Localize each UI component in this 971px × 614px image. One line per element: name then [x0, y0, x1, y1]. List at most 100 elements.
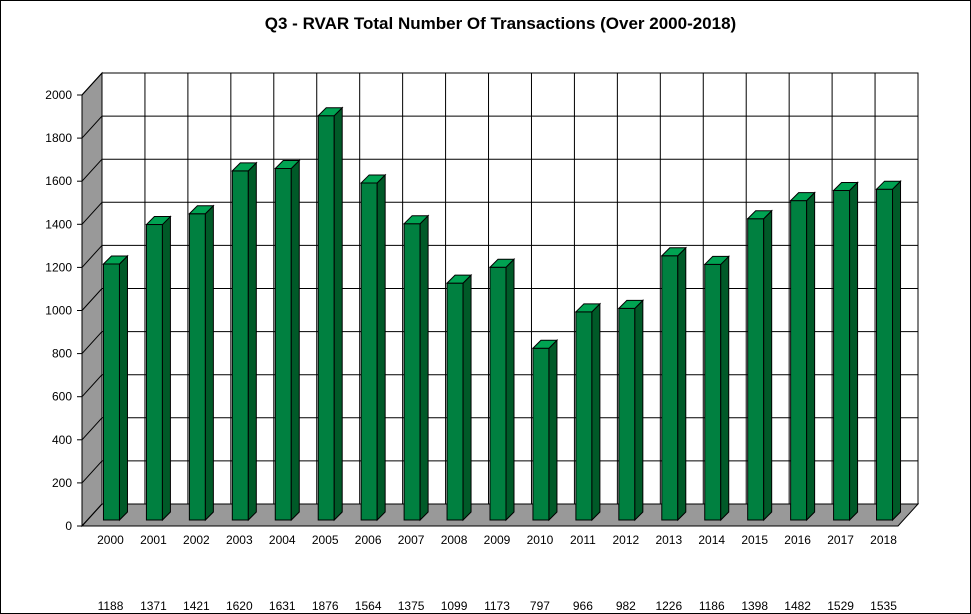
gridline-side	[81, 503, 103, 527]
bar-side	[763, 209, 773, 522]
y-tick-label: 1000	[45, 304, 72, 318]
bar-top	[832, 182, 859, 192]
gridline-side	[81, 158, 103, 182]
gridline-side	[81, 72, 103, 96]
x-tick-label: 2015	[741, 533, 768, 547]
bar-top	[102, 255, 129, 265]
value-label: 982	[616, 599, 636, 613]
bar-top	[789, 192, 816, 202]
bar-front	[790, 200, 808, 521]
bar-side	[462, 273, 472, 522]
bar-top	[231, 162, 258, 172]
x-tick-label: 2009	[484, 533, 511, 547]
x-tick-label: 2004	[269, 533, 296, 547]
bar-front	[145, 224, 163, 521]
bar-side	[247, 161, 257, 522]
bar-front	[704, 263, 722, 521]
value-label: 1371	[140, 599, 167, 613]
bar-side	[505, 258, 515, 522]
value-label: 1186	[699, 599, 725, 613]
bar-front	[876, 188, 894, 521]
bar-side	[419, 214, 429, 522]
y-tick-label: 1600	[45, 174, 72, 188]
value-label: 1188	[98, 599, 124, 613]
bar-top	[875, 180, 902, 190]
bar-top	[746, 210, 773, 220]
x-tick-label: 2001	[140, 533, 167, 547]
x-tick-label: 2018	[870, 533, 897, 547]
bar-side	[634, 299, 644, 522]
bar-front	[661, 255, 679, 521]
y-tick-label: 800	[52, 347, 72, 361]
bar-top	[402, 215, 430, 225]
bar-front	[102, 263, 120, 521]
value-label: 1398	[741, 599, 768, 613]
bar-top	[531, 339, 559, 349]
bar-side	[204, 204, 214, 522]
y-tick-label: 1200	[45, 260, 72, 274]
x-tick-label: 2012	[612, 533, 639, 547]
gridline-side	[81, 245, 103, 268]
bar-side	[548, 339, 558, 522]
bar-side	[376, 173, 386, 522]
value-label: 1482	[784, 599, 811, 613]
bar-side	[849, 181, 859, 522]
bar-front	[360, 182, 378, 521]
value-label: 1631	[269, 599, 296, 613]
bar-front	[446, 282, 464, 521]
y-tick-label: 1800	[45, 131, 72, 145]
bar-side	[161, 215, 171, 522]
bar-top	[703, 255, 730, 265]
gridline-side	[81, 417, 103, 441]
x-tick-label: 2010	[527, 533, 554, 547]
bar-front	[403, 223, 421, 521]
chart-title: Q3 - RVAR Total Number Of Transactions (…	[264, 14, 737, 33]
bar-front	[231, 170, 249, 521]
x-tick-label: 2002	[183, 533, 210, 547]
bar-front	[833, 190, 851, 521]
bar-top	[617, 299, 645, 309]
gridline-side	[81, 288, 103, 311]
bar-side	[333, 106, 343, 522]
x-tick-label: 2011	[570, 533, 596, 547]
x-tick-label: 2017	[827, 533, 854, 547]
x-tick-label: 2016	[784, 533, 811, 547]
x-tick-label: 2014	[698, 533, 725, 547]
bar-front	[575, 311, 593, 521]
x-tick-label: 2008	[441, 533, 468, 547]
x-tick-label: 2003	[226, 533, 253, 547]
gridline-side	[81, 115, 103, 139]
bar-top	[359, 174, 387, 184]
gridline-side	[81, 201, 103, 225]
bar-front	[274, 168, 292, 521]
value-label: 1226	[655, 599, 682, 613]
bar-side	[720, 255, 730, 522]
value-label: 797	[530, 599, 550, 613]
value-label: 1876	[312, 599, 339, 613]
bar-side	[677, 246, 687, 522]
y-tick-label: 1400	[45, 217, 72, 231]
bar-side	[892, 180, 902, 522]
bar-front	[489, 266, 507, 521]
x-tick-label: 2013	[655, 533, 682, 547]
x-tick-label: 2000	[97, 533, 124, 547]
value-label: 1564	[355, 599, 382, 613]
value-label: 1535	[870, 599, 897, 613]
bar-side	[806, 191, 816, 522]
bar-top	[488, 258, 516, 268]
bar-front	[618, 307, 636, 521]
gridline-side	[81, 331, 103, 354]
y-tick-label: 0	[65, 519, 72, 533]
value-label: 1375	[398, 599, 425, 613]
bar-front	[317, 115, 335, 521]
x-tick-label: 2006	[355, 533, 382, 547]
bar-top	[574, 303, 602, 313]
bar-top	[274, 160, 301, 170]
bar-top	[660, 247, 687, 257]
bar-top	[445, 274, 473, 284]
y-tick-label: 200	[52, 476, 72, 490]
bar-front	[747, 218, 765, 521]
gridline-side	[81, 460, 103, 484]
value-label: 966	[573, 599, 593, 613]
bar-top	[188, 205, 215, 215]
